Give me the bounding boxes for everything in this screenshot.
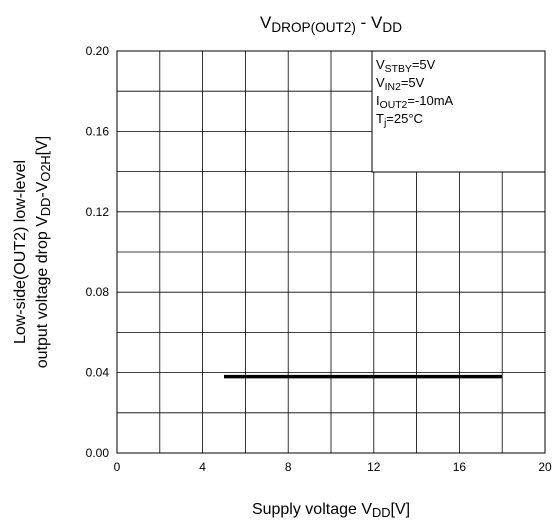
- subscript: O2H: [38, 155, 53, 181]
- y-tick-label: 0.00: [86, 446, 110, 460]
- subscript: OUT2: [380, 100, 408, 111]
- subscript: DD: [38, 198, 53, 216]
- y-tick-label: 0.16: [86, 124, 110, 138]
- x-tick-label: 16: [453, 460, 467, 474]
- text-part: V: [376, 57, 385, 72]
- text-part: output voltage drop V: [34, 216, 51, 368]
- text-part: V: [376, 75, 385, 90]
- x-tick-label: 8: [285, 460, 292, 474]
- subscript: DROP(OUT2): [271, 20, 356, 35]
- text-part: =-10mA: [407, 93, 453, 108]
- text-part: I: [376, 93, 380, 108]
- y-tick-label: 0.20: [86, 44, 110, 58]
- text-part: T: [376, 111, 384, 126]
- text-part: =25°C: [386, 111, 423, 126]
- subscript: j: [383, 118, 386, 129]
- subscript: DD: [372, 505, 390, 520]
- text-part: - V: [356, 13, 383, 32]
- text-part: -V: [34, 181, 51, 197]
- text-part: [V]: [391, 501, 411, 518]
- x-tick-label: 20: [538, 460, 552, 474]
- text-part: V: [260, 13, 272, 32]
- annotation: VIN2=5V: [376, 75, 425, 93]
- x-tick-label: 12: [367, 460, 381, 474]
- x-tick-label: 4: [199, 460, 206, 474]
- x-axis-label: Supply voltage VDD[V]: [252, 501, 410, 520]
- y-axis-label-line: Low-side(OUT2) low-level: [12, 160, 29, 344]
- y-axis-label: Low-side(OUT2) low-level output voltage …: [12, 136, 53, 368]
- annotation: Tj=25°C: [376, 111, 423, 129]
- annotation: VSTBY=5V: [376, 57, 436, 75]
- text-part: Supply voltage V: [252, 501, 372, 518]
- plot-frame: [116, 50, 546, 454]
- text-part: [V]: [34, 136, 51, 156]
- y-tick-label: 0.08: [86, 285, 110, 299]
- text-part: =5V: [401, 75, 425, 90]
- y-axis-label-line: output voltage drop VDD-VO2H[V]: [34, 136, 53, 368]
- x-tick-label: 0: [114, 460, 121, 474]
- subscript: IN2: [385, 82, 401, 93]
- annotation: IOUT2=-10mA: [376, 93, 454, 111]
- annotation-box: [371, 50, 546, 173]
- chart-title: VDROP(OUT2) - VDD: [260, 13, 402, 35]
- y-tick-label: 0.12: [86, 205, 110, 219]
- subscript: STBY: [385, 64, 412, 75]
- subscript: DD: [382, 20, 402, 35]
- y-tick-label: 0.04: [86, 366, 110, 380]
- text-part: =5V: [412, 57, 436, 72]
- text-part: Low-side(OUT2) low-level: [12, 160, 29, 344]
